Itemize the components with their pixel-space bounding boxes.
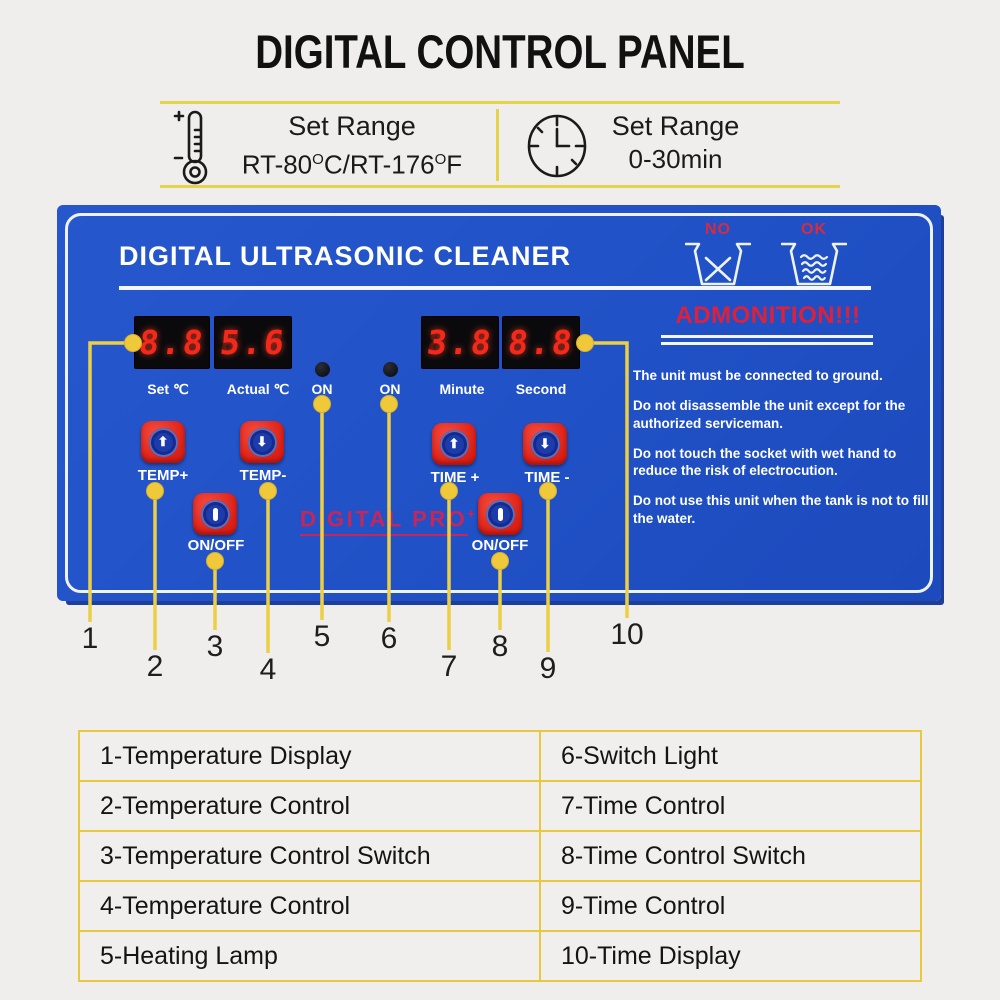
heating-lamp-indicator	[315, 362, 330, 377]
legend-cell: 6-Switch Light	[538, 730, 923, 782]
admonition-heading: ADMONITION!!!	[675, 302, 861, 329]
admonition-underline	[661, 335, 873, 338]
power-icon	[200, 499, 230, 529]
tank-no-icon: NO	[685, 221, 751, 287]
legend-cell: 7-Time Control	[538, 780, 923, 832]
table-row: 1-Temperature Display 6-Switch Light	[78, 730, 923, 782]
table-row: 4-Temperature Control 9-Time Control	[78, 880, 923, 932]
legend-cell: 5-Heating Lamp	[78, 930, 541, 982]
callout-9: 9	[539, 652, 557, 685]
callout-7: 7	[440, 650, 458, 683]
divider-bottom	[160, 185, 840, 188]
switch-light-indicator	[383, 362, 398, 377]
minute-label: Minute	[439, 381, 485, 397]
legend-cell: 4-Temperature Control	[78, 880, 541, 932]
temp-range-value: RT-80OC/RT-176OF	[241, 149, 463, 180]
power-icon	[485, 499, 515, 529]
second-label: Second	[515, 381, 567, 397]
tank-ok-icon: OK	[781, 221, 847, 287]
callout-10: 10	[610, 618, 644, 651]
legend-cell: 10-Time Display	[538, 930, 923, 982]
control-panel: DIGITAL ULTRASONIC CLEANER NO OK ADMONIT…	[57, 205, 941, 601]
temp-onoff-button[interactable]	[193, 493, 237, 535]
legend-table: 1-Temperature Display 6-Switch Light 2-T…	[78, 730, 923, 982]
warning-line: Do not disassemble the unit except for t…	[633, 398, 906, 431]
warning-line: The unit must be connected to ground.	[633, 368, 883, 383]
table-row: 2-Temperature Control 7-Time Control	[78, 780, 923, 832]
display-value: 3.8	[425, 323, 495, 362]
brand-underline	[300, 534, 468, 536]
time-onoff-button[interactable]	[478, 493, 522, 535]
arrow-up-icon: ⬆	[439, 429, 469, 459]
arrow-down-icon: ⬇	[530, 429, 560, 459]
time-onoff-label: ON/OFF	[471, 537, 529, 554]
page-title: DIGITAL CONTROL PANEL	[255, 25, 745, 78]
time-range-label: Set Range	[611, 111, 740, 141]
heat-on-label: ON	[311, 381, 333, 397]
temp-range-label: Set Range	[288, 111, 416, 141]
divider-vertical	[496, 109, 499, 181]
actual-temp-display: 8.8 5.6	[214, 316, 292, 369]
callout-3: 3	[206, 630, 224, 663]
arrow-down-icon: ⬇	[247, 427, 277, 457]
time-minus-button[interactable]: ⬇	[523, 423, 567, 465]
callout-4: 4	[259, 653, 277, 686]
brand-text: DIGITAL PRO+	[300, 506, 478, 532]
divider-top	[160, 101, 840, 104]
tank-no-label: NO	[705, 221, 731, 238]
temp-plus-label: TEMP+	[137, 467, 189, 484]
switch-on-label: ON	[379, 381, 401, 397]
tank-ok-label: OK	[801, 221, 827, 238]
table-row: 3-Temperature Control Switch 8-Time Cont…	[78, 830, 923, 882]
temp-range-text: Set Range RT-80OC/RT-176OF	[212, 109, 492, 182]
legend-cell: 9-Time Control	[538, 880, 923, 932]
warning-line: Do not touch the socket with wet hand to…	[633, 445, 897, 479]
time-plus-button[interactable]: ⬆	[432, 423, 476, 465]
panel-title: DIGITAL ULTRASONIC CLEANER	[119, 241, 571, 271]
time-range-value: 0-30min	[628, 144, 723, 174]
legend-cell: 2-Temperature Control	[78, 780, 541, 832]
callout-2: 2	[146, 650, 164, 683]
time-range-text: Set Range 0-30min	[588, 109, 763, 176]
temp-minus-button[interactable]: ⬇	[240, 421, 284, 463]
thermometer-icon	[173, 110, 208, 185]
panel-title-underline	[119, 286, 871, 290]
admonition-underline	[661, 342, 873, 345]
arrow-up-icon: ⬆	[148, 427, 178, 457]
legend-cell: 1-Temperature Display	[78, 730, 541, 782]
clock-icon	[527, 114, 587, 178]
set-temp-label: Set ℃	[147, 381, 189, 397]
callout-8: 8	[491, 630, 509, 663]
temp-onoff-label: ON/OFF	[187, 537, 245, 554]
display-value: 5.6	[218, 323, 288, 362]
second-display: 8.8 8.8	[502, 316, 580, 369]
minute-display: 8.8 3.8	[421, 316, 499, 369]
set-temp-display: 8.8 8.8	[134, 316, 210, 369]
warning-text-block: The unit must be connected to ground. Do…	[633, 367, 933, 540]
actual-temp-label: Actual ℃	[226, 381, 290, 397]
table-row: 5-Heating Lamp 10-Time Display	[78, 930, 923, 982]
display-value: 8.8	[506, 323, 576, 362]
callout-1: 1	[81, 622, 99, 655]
callout-5: 5	[313, 620, 331, 653]
legend-cell: 3-Temperature Control Switch	[78, 830, 541, 882]
display-value: 8.8	[137, 323, 207, 362]
legend-cell: 8-Time Control Switch	[538, 830, 923, 882]
callout-6: 6	[380, 622, 398, 655]
time-minus-label: TIME -	[524, 469, 570, 486]
temp-minus-label: TEMP-	[239, 467, 287, 484]
time-plus-label: TIME +	[430, 469, 480, 486]
temp-plus-button[interactable]: ⬆	[141, 421, 185, 463]
warning-line: Do not use this unit when the tank is no…	[633, 493, 929, 526]
